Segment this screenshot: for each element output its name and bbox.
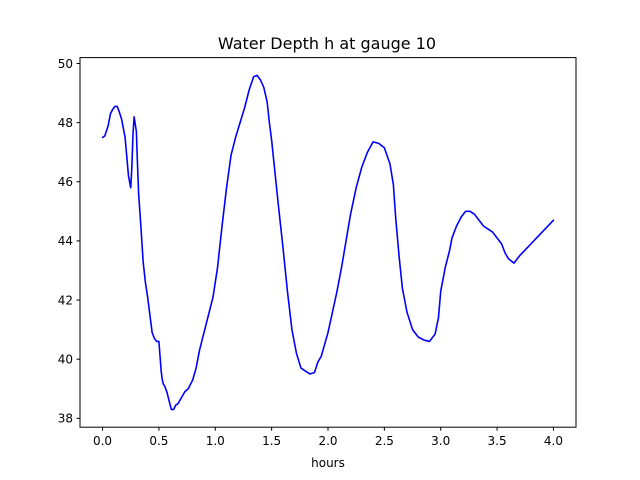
y-tick-label: 40	[58, 352, 73, 366]
y-tick-label: 44	[58, 234, 73, 248]
y-axis: 38 40 42 44 46 48 50	[58, 57, 80, 426]
y-tick-label: 42	[58, 293, 73, 307]
x-tick-label: 3.5	[488, 434, 507, 448]
y-tick-label: 48	[58, 116, 73, 130]
x-tick-label: 2.0	[318, 434, 337, 448]
plot-area	[101, 74, 555, 411]
plot-frame	[79, 57, 577, 428]
x-tick-label: 1.5	[262, 434, 281, 448]
y-tick-label: 38	[58, 412, 73, 426]
x-axis: 0.0 0.5 1.0 1.5 2.0 2.5 3.0 3.5 4.0	[93, 427, 563, 448]
y-tick-label: 46	[58, 175, 73, 189]
y-tick-label: 50	[58, 57, 73, 71]
x-tick-label: 1.0	[206, 434, 225, 448]
x-tick-label: 0.5	[149, 434, 168, 448]
x-tick-label: 3.0	[431, 434, 450, 448]
x-tick-label: 0.0	[93, 434, 112, 448]
x-tick-label: 2.5	[375, 434, 394, 448]
series-line	[101, 74, 555, 411]
chart-title: Water Depth h at gauge 10	[218, 34, 436, 53]
x-tick-label: 4.0	[544, 434, 563, 448]
x-axis-label: hours	[311, 456, 345, 470]
